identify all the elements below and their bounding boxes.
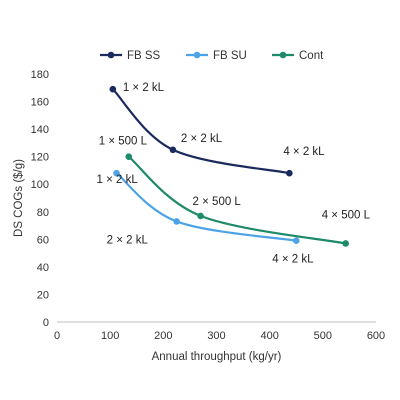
y-tick-label: 100 [31,179,49,191]
x-ticks: 0 100 200 300 400 500 600 [54,330,385,342]
legend-marker [193,51,201,59]
x-tick-label: 500 [314,330,332,342]
x-tick-label: 100 [101,330,119,342]
x-tick-label: 600 [367,330,385,342]
data-point [113,169,120,177]
plot-area [109,85,349,247]
point-label: 1 × 500 L [99,136,148,148]
point-label: 1 × 2 kL [123,82,165,94]
point-label: 1 × 2 kL [97,174,139,186]
data-point [342,240,349,247]
data-point [109,85,117,93]
y-tick-label: 160 [31,97,49,109]
point-label: 4 × 2 kL [283,146,325,158]
y-tick-label: 20 [37,289,49,301]
point-label: 4 × 2 kL [272,254,314,266]
axes: 0 20 40 60 80 100 120 140 160 180 0 100 200 300 400 50… [13,69,385,363]
y-tick-label: 40 [37,262,49,274]
y-tick-label: 140 [31,124,49,136]
data-point [286,169,293,177]
point-label: 4 × 500 L [322,209,371,221]
x-tick-label: 400 [260,330,278,342]
x-axis-title: Annual throughput (kg/yr) [152,351,282,363]
y-tick-label: 80 [37,207,49,219]
x-tick-label: 300 [207,330,225,342]
x-tick-label: 0 [54,330,60,342]
y-ticks: 0 20 40 60 80 100 120 140 160 180 [31,69,49,329]
legend-label: Cont [299,50,324,62]
series-line [115,172,297,242]
y-tick-label: 180 [31,69,49,81]
legend-marker [107,51,115,59]
y-tick-label: 0 [43,317,49,329]
point-label: 2 × 2 kL [181,133,223,145]
point-label: 2 × 2 kL [107,234,149,246]
y-tick-label: 60 [37,234,49,246]
legend-marker [279,51,287,59]
point-label: 2 × 500 L [193,196,242,208]
data-point [292,237,300,245]
annotations: 1 × 2 kL 2 × 2 kL 4 × 2 kL 1 × 2 kL 2 × 2 kL… [97,82,371,266]
data-point [125,153,133,160]
data-point [169,146,177,154]
x-tick-label: 200 [154,330,172,342]
y-axis-title: DS COGs ($/g) [13,159,25,237]
legend: FB SS FB SU Cont [100,50,324,62]
y-tick-label: 120 [31,152,49,164]
legend-label: FB SU [213,50,247,62]
legend-label: FB SS [127,50,161,62]
data-point [197,212,204,220]
series-line [112,88,290,175]
series-line [128,155,346,245]
data-point [173,218,180,225]
